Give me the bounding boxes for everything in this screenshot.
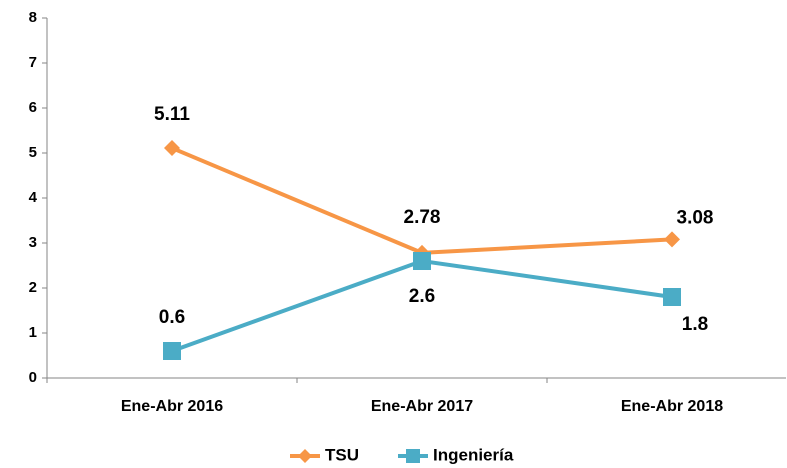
x-tick-label: Ene-Abr 2017 <box>371 398 473 415</box>
series-line <box>171 146 673 255</box>
y-tick-label: 3 <box>29 234 37 251</box>
x-tick-label: Ene-Abr 2016 <box>121 398 223 415</box>
point <box>164 140 180 157</box>
y-tick-label: 4 <box>29 189 38 206</box>
data-label: 5.11 <box>154 104 190 125</box>
legend-label: Ingeniería <box>433 445 514 464</box>
point <box>663 288 681 306</box>
data-label: 2.78 <box>404 207 441 228</box>
point <box>664 231 680 248</box>
y-tick-label: 2 <box>29 279 37 296</box>
y-tick-label: 7 <box>29 54 37 71</box>
y-tick-label: 1 <box>29 324 37 341</box>
data-label: 2.6 <box>409 286 435 307</box>
y-tick-label: 0 <box>29 369 37 386</box>
legend-label: TSU <box>325 445 359 464</box>
x-tick-label: Ene-Abr 2018 <box>621 398 723 415</box>
y-tick-label: 5 <box>29 144 37 161</box>
data-label: 1.8 <box>682 314 708 335</box>
y-tick-label: 6 <box>29 99 37 116</box>
legend-marker <box>298 449 312 463</box>
data-label: 0.6 <box>159 307 185 328</box>
point <box>413 252 431 270</box>
data-label: 3.08 <box>677 207 714 228</box>
legend-marker <box>406 449 420 463</box>
y-tick-label: 8 <box>29 9 37 26</box>
point <box>163 342 181 360</box>
